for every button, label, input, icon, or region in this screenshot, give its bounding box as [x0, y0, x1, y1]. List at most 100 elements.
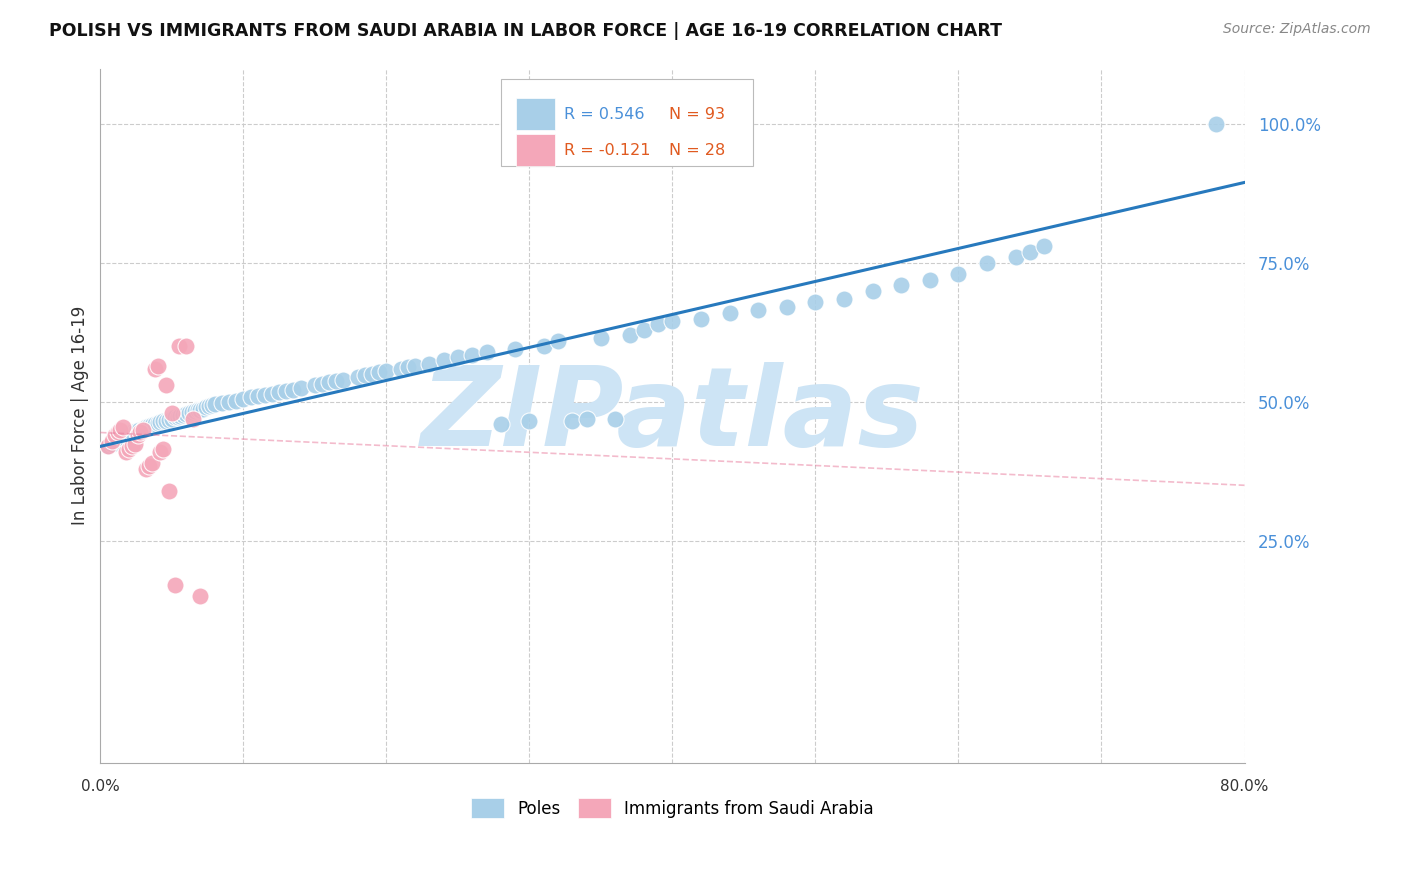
Y-axis label: In Labor Force | Age 16-19: In Labor Force | Age 16-19 — [72, 306, 89, 525]
Point — [174, 407, 197, 421]
Point — [269, 384, 291, 399]
Point — [225, 393, 247, 408]
Point — [124, 436, 146, 450]
Point — [325, 374, 347, 388]
Point — [489, 417, 512, 432]
Point — [589, 331, 612, 345]
Point — [135, 461, 157, 475]
Point — [418, 357, 440, 371]
Point — [389, 361, 412, 376]
Point — [96, 439, 118, 453]
Point — [433, 353, 456, 368]
Point — [135, 420, 157, 434]
FancyBboxPatch shape — [516, 135, 554, 166]
Point — [141, 418, 163, 433]
Point — [127, 428, 149, 442]
Point — [157, 483, 180, 498]
Text: R = -0.121: R = -0.121 — [564, 143, 650, 158]
Point — [155, 414, 177, 428]
Point — [976, 256, 998, 270]
Point — [143, 417, 166, 432]
Point — [128, 423, 150, 437]
Point — [190, 402, 212, 417]
Point — [129, 425, 152, 440]
Text: POLISH VS IMMIGRANTS FROM SAUDI ARABIA IN LABOR FORCE | AGE 16-19 CORRELATION CH: POLISH VS IMMIGRANTS FROM SAUDI ARABIA I… — [49, 22, 1002, 40]
Text: Source: ZipAtlas.com: Source: ZipAtlas.com — [1223, 22, 1371, 37]
Point — [862, 284, 884, 298]
Point — [111, 431, 134, 445]
Point — [193, 401, 215, 416]
Point — [396, 359, 419, 374]
Point — [239, 391, 262, 405]
Point — [141, 456, 163, 470]
Point — [143, 361, 166, 376]
Point — [918, 273, 941, 287]
Point — [190, 590, 212, 604]
Point — [218, 395, 240, 409]
Point — [605, 411, 627, 425]
Point — [149, 445, 172, 459]
Point — [184, 404, 207, 418]
Point — [503, 342, 526, 356]
Point — [155, 378, 177, 392]
Point — [96, 439, 118, 453]
Point — [112, 420, 135, 434]
Point — [661, 314, 683, 328]
Point — [187, 403, 209, 417]
Point — [404, 359, 426, 373]
Point — [647, 317, 669, 331]
Point — [163, 410, 186, 425]
Point — [368, 366, 391, 380]
Point — [152, 442, 174, 457]
Point — [157, 413, 180, 427]
Point — [619, 328, 641, 343]
Point — [354, 368, 377, 383]
Point — [346, 370, 368, 384]
Text: N = 28: N = 28 — [669, 143, 725, 158]
Point — [138, 419, 160, 434]
FancyBboxPatch shape — [501, 78, 752, 166]
Point — [195, 401, 218, 415]
Point — [633, 323, 655, 337]
Point — [211, 396, 233, 410]
Point — [121, 425, 143, 440]
Point — [132, 421, 155, 435]
Point — [174, 339, 197, 353]
Point — [201, 398, 224, 412]
Point — [160, 411, 183, 425]
Point — [132, 423, 155, 437]
Point — [1205, 117, 1227, 131]
Point — [447, 351, 470, 365]
Point — [246, 389, 269, 403]
Point — [1033, 239, 1056, 253]
Point — [375, 364, 398, 378]
Point — [561, 414, 583, 428]
Point — [690, 311, 713, 326]
Text: ZIPatlas: ZIPatlas — [420, 362, 924, 469]
Point — [204, 397, 226, 411]
Text: N = 93: N = 93 — [669, 107, 725, 122]
Point — [519, 414, 541, 428]
Point — [253, 388, 276, 402]
Point — [177, 406, 200, 420]
Point — [575, 411, 598, 425]
Point — [110, 423, 132, 437]
Point — [101, 436, 124, 450]
Point — [107, 434, 129, 448]
Point — [461, 348, 484, 362]
Point — [547, 334, 569, 348]
Point — [260, 386, 283, 401]
Point — [104, 428, 127, 442]
Point — [172, 409, 194, 423]
FancyBboxPatch shape — [516, 98, 554, 130]
Point — [361, 367, 384, 381]
Point — [232, 392, 254, 406]
Point — [1004, 251, 1026, 265]
Point — [167, 339, 190, 353]
Point — [169, 409, 191, 423]
Point — [107, 425, 129, 440]
Point — [163, 578, 186, 592]
Point — [832, 292, 855, 306]
Point — [152, 414, 174, 428]
Point — [180, 405, 202, 419]
